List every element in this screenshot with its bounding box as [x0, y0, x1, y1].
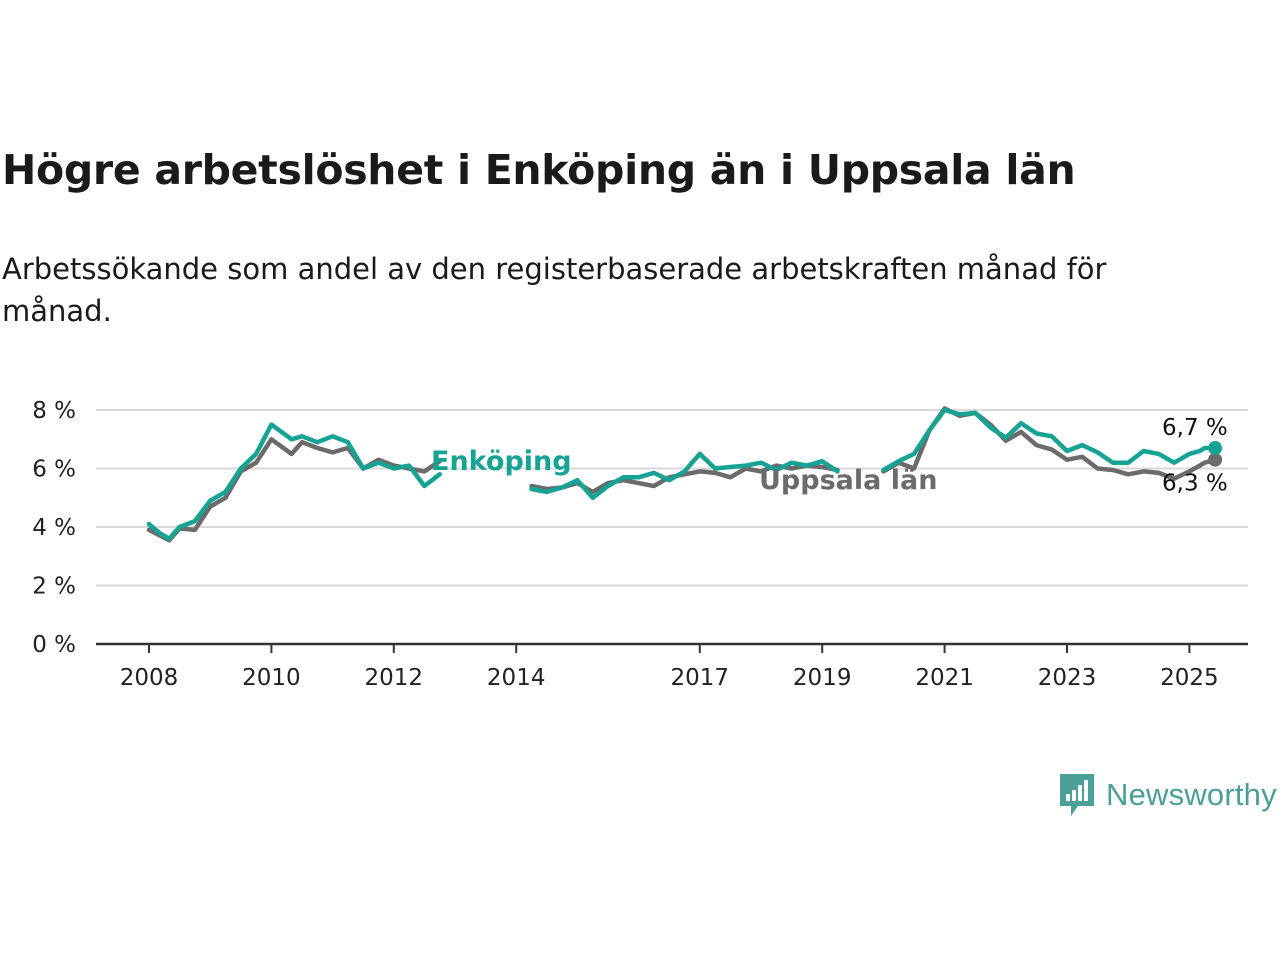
end-label-uppsala-lan: 6,3 %	[1162, 470, 1228, 496]
end-label-enkoping: 6,7 %	[1162, 415, 1228, 441]
x-tick-label: 2025	[1160, 665, 1219, 691]
series-line-enköping	[146, 422, 442, 541]
series-line-enköping	[881, 407, 1218, 473]
x-tick-label: 2010	[242, 665, 301, 691]
end-point-enköping	[1208, 441, 1223, 456]
x-tick-label: 2019	[793, 665, 852, 691]
x-axis-ticks: 2008 2010 2012 2014 2017 2019 2021 2023 2025	[120, 644, 1219, 691]
y-tick-label: 0 %	[32, 632, 76, 658]
y-tick-label: 2 %	[32, 574, 76, 600]
y-tick-label: 8 %	[32, 398, 76, 424]
series-line-uppsala-län	[146, 437, 442, 543]
x-tick-label: 2012	[365, 665, 424, 691]
chart-subtitle: Arbetssökande som andel av den registerb…	[2, 252, 1107, 328]
line-chart: 0 % 2 % 4 % 6 % 8 % 2008 2010 2012 2014 2017 2019…	[32, 398, 1248, 691]
x-tick-label: 2017	[671, 665, 730, 691]
chart-title: Högre arbetslöshet i Enköping än i Uppsa…	[2, 146, 1076, 194]
x-tick-label: 2023	[1038, 665, 1097, 691]
series-label-uppsala-lan: Uppsala län	[759, 465, 937, 496]
series-labels: Enköping Uppsala län 6,7 % 6,3 %	[431, 415, 1228, 497]
y-tick-label: 6 %	[32, 457, 76, 483]
newsworthy-bar-chart-icon	[1060, 774, 1094, 816]
newsworthy-logo: Newsworthy	[1058, 772, 1277, 818]
gridlines	[96, 409, 1248, 587]
x-tick-label: 2021	[915, 665, 974, 691]
y-tick-label: 4 %	[32, 515, 76, 541]
series-line-enköping	[529, 451, 840, 501]
y-axis-ticks: 0 % 2 % 4 % 6 % 8 %	[32, 398, 76, 658]
brand-name: Newsworthy	[1106, 777, 1277, 812]
x-tick-label: 2008	[120, 665, 179, 691]
series-label-enkoping: Enköping	[431, 446, 572, 477]
end-point-uppsala-län	[1208, 452, 1223, 467]
series-lines	[146, 406, 1223, 543]
x-tick-label: 2014	[487, 665, 546, 691]
